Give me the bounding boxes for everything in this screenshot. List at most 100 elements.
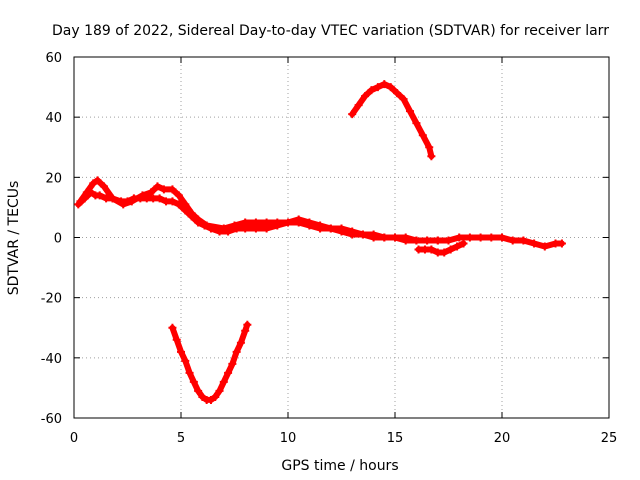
series-dip-arc [168, 320, 252, 404]
data-point [476, 233, 485, 242]
series-low-segment [414, 239, 468, 257]
data-point [181, 356, 190, 365]
y-tick-label: 20 [45, 171, 62, 186]
x-tick-label: 5 [177, 431, 185, 446]
y-tick-label: 40 [45, 111, 62, 126]
data-point [557, 239, 566, 248]
data-point [153, 182, 162, 191]
data-point [401, 233, 410, 242]
data-point [465, 233, 474, 242]
y-tick-label: -60 [41, 412, 62, 427]
data-point [326, 224, 335, 233]
data-point [373, 83, 382, 92]
data-point [82, 188, 91, 197]
data-point [446, 245, 455, 254]
data-point [219, 377, 228, 386]
data-point [243, 320, 252, 329]
data-point [189, 377, 198, 386]
data-point [427, 245, 436, 254]
data-point [159, 185, 168, 194]
y-axis-title: SDTVAR / TECUs [6, 181, 22, 296]
data-point [177, 347, 185, 356]
data-point [108, 194, 117, 203]
data-point [337, 224, 346, 233]
chart-title: Day 189 of 2022, Sidereal Day-to-day VTE… [52, 23, 609, 39]
data-point [262, 218, 271, 227]
data-point [187, 209, 196, 218]
data-point [393, 89, 402, 98]
data-point [194, 215, 203, 224]
data-point [230, 221, 239, 230]
data-point [361, 92, 370, 101]
data-point [348, 227, 357, 236]
series-peak-arc [348, 80, 436, 161]
data-point [453, 242, 462, 251]
data-point [138, 191, 147, 200]
data-point [181, 200, 190, 209]
data-point [241, 218, 250, 227]
grid [74, 57, 609, 418]
data-point [93, 176, 102, 185]
x-tick-label: 25 [601, 431, 618, 446]
data-point [530, 239, 539, 248]
series-upper-band [76, 176, 442, 245]
y-tick-label: -20 [41, 292, 62, 307]
data-point [423, 236, 432, 245]
data-point [380, 80, 389, 89]
data-point [168, 323, 177, 332]
data-point [316, 221, 325, 230]
ticks [73, 56, 610, 419]
data-point [367, 86, 376, 95]
data-point [202, 221, 211, 230]
data-point [99, 182, 108, 191]
series-main-trace [74, 188, 566, 251]
x-tick-label: 20 [494, 431, 511, 446]
data-point [211, 392, 220, 401]
data-point [405, 107, 414, 116]
data-point [425, 143, 434, 152]
x-tick-label: 10 [280, 431, 297, 446]
data-point [540, 242, 549, 251]
data-point [251, 218, 260, 227]
data-point [155, 194, 164, 203]
data-point [444, 236, 453, 245]
data-point [76, 197, 85, 206]
data-point [119, 200, 128, 209]
data-point [412, 236, 421, 245]
tick-labels: 0 5 10 15 20 25 -60 -40 -20 0 20 40 60 [41, 51, 618, 446]
data-point [455, 233, 464, 242]
data-point [459, 239, 468, 248]
x-tick-label: 0 [70, 431, 78, 446]
data-point [206, 395, 215, 404]
data-point [305, 218, 314, 227]
data-point [168, 185, 177, 194]
data-point [236, 338, 245, 347]
data-point [354, 101, 363, 110]
data-point [172, 335, 181, 344]
data-point [147, 188, 156, 197]
series-layer [74, 80, 566, 404]
y-tick-label: 0 [54, 232, 62, 247]
data-point [391, 233, 399, 242]
data-point [127, 197, 136, 206]
data-point [508, 236, 517, 245]
y-tick-label: 60 [45, 51, 62, 66]
x-axis-title: GPS time / hours [281, 458, 398, 474]
data-point [386, 83, 395, 92]
data-point [273, 218, 282, 227]
data-point [215, 386, 224, 395]
data-point [498, 233, 506, 242]
data-point [198, 392, 207, 401]
data-point [95, 191, 104, 200]
data-point [358, 230, 367, 239]
data-point [399, 95, 408, 104]
data-point [224, 368, 233, 377]
data-point [427, 152, 436, 161]
data-point [232, 347, 241, 356]
data-point [185, 368, 194, 377]
data-point [380, 233, 389, 242]
data-point [487, 233, 496, 242]
data-point [219, 224, 228, 233]
data-point [440, 248, 449, 257]
